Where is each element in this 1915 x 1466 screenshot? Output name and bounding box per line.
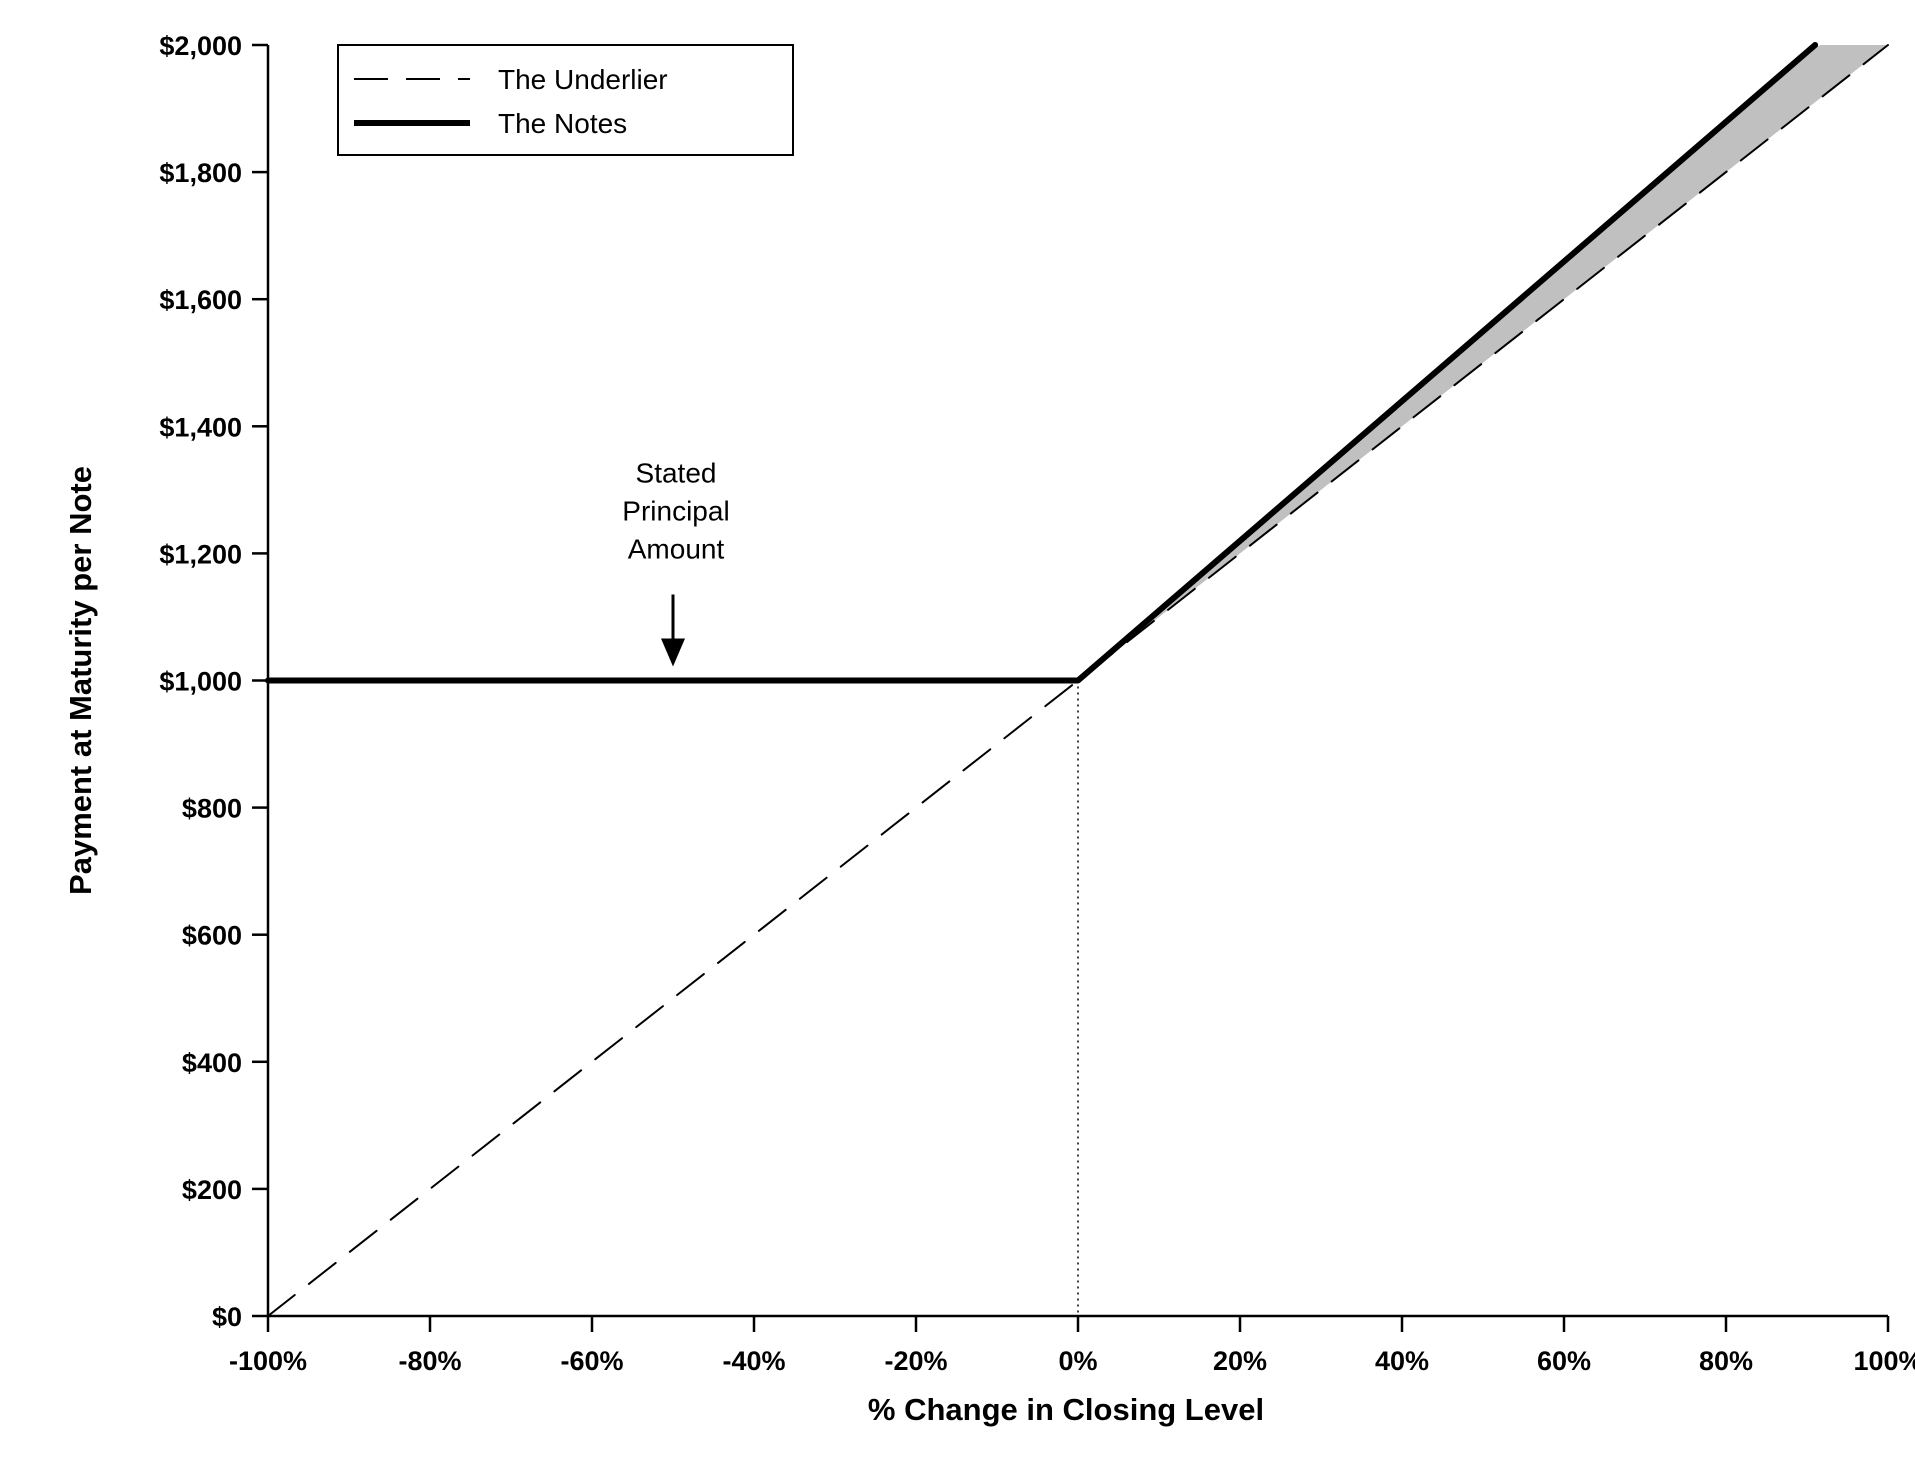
x-tick-label: -60%	[560, 1346, 623, 1376]
y-tick-label: $400	[182, 1048, 242, 1078]
annotation-arrow-head	[661, 638, 685, 667]
y-tick-label: $1,000	[159, 667, 242, 697]
legend-label: The Underlier	[498, 64, 668, 95]
x-tick-label: -20%	[884, 1346, 947, 1376]
annotation-text-line: Stated	[636, 458, 717, 489]
x-tick-label: -40%	[722, 1346, 785, 1376]
y-tick-label: $1,600	[159, 285, 242, 315]
x-tick-label: -100%	[229, 1346, 307, 1376]
x-tick-label: 0%	[1058, 1346, 1097, 1376]
underlier-line	[267, 44, 1889, 1317]
y-tick-label: $200	[182, 1175, 242, 1205]
legend-label: The Notes	[498, 108, 627, 139]
y-tick-label: $800	[182, 794, 242, 824]
x-axis-title: % Change in Closing Level	[868, 1392, 1264, 1427]
notes-line	[265, 42, 1819, 684]
x-tick-label: 40%	[1375, 1346, 1429, 1376]
legend-box	[337, 44, 794, 156]
y-tick-label: $1,400	[159, 412, 242, 442]
y-tick-label: $600	[182, 921, 242, 951]
y-tick-label: $2,000	[159, 31, 242, 61]
x-tick-label: 100%	[1853, 1346, 1915, 1376]
x-tick-label: 60%	[1537, 1346, 1591, 1376]
x-tick-label: 20%	[1213, 1346, 1267, 1376]
x-tick-label: 80%	[1699, 1346, 1753, 1376]
y-tick-label: $1,200	[159, 539, 242, 569]
y-tick-label: $1,800	[159, 158, 242, 188]
y-axis-title: Payment at Maturity per Note	[63, 466, 98, 895]
annotation-text-line: Principal	[622, 496, 729, 527]
annotation-text-line: Amount	[628, 534, 725, 565]
x-tick-label: -80%	[398, 1346, 461, 1376]
y-tick-label: $0	[212, 1302, 242, 1332]
